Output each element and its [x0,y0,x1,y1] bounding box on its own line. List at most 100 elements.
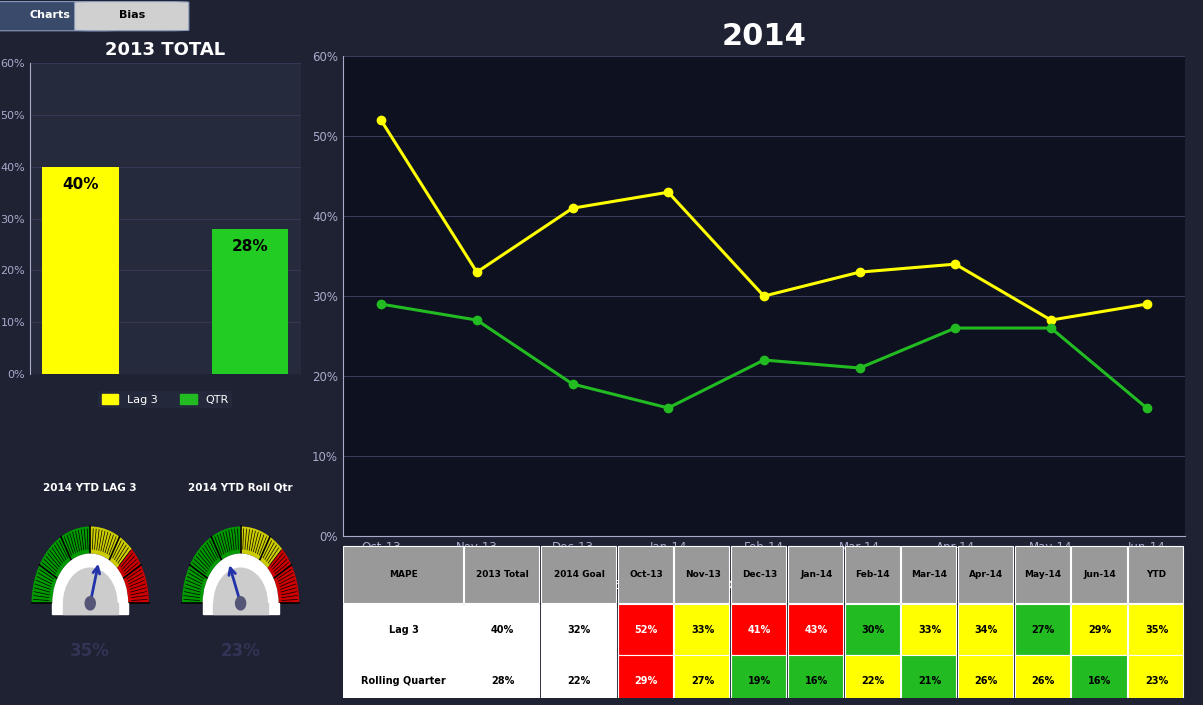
Text: Apr-14: Apr-14 [970,570,1003,579]
FancyBboxPatch shape [675,546,729,603]
Circle shape [236,596,245,610]
Wedge shape [52,553,129,603]
FancyBboxPatch shape [901,604,956,655]
Wedge shape [31,527,90,603]
Bar [63,603,118,614]
Text: 35%: 35% [1145,625,1168,634]
Wedge shape [63,568,118,603]
Text: 22%: 22% [568,675,591,685]
Wedge shape [213,568,268,603]
Text: 33%: 33% [691,625,715,634]
Text: 26%: 26% [1031,675,1055,685]
FancyBboxPatch shape [958,546,1013,603]
Text: 16%: 16% [805,675,828,685]
Text: 35%: 35% [70,642,111,660]
Text: Oct-13: Oct-13 [629,570,663,579]
Text: Nov-13: Nov-13 [685,570,721,579]
FancyBboxPatch shape [0,1,118,31]
FancyBboxPatch shape [731,655,786,705]
Bar [213,603,268,614]
Wedge shape [90,527,131,568]
Text: 34%: 34% [974,625,998,634]
Text: 23%: 23% [220,642,261,660]
FancyBboxPatch shape [788,604,843,655]
Text: 28%: 28% [232,239,268,255]
Text: Mar-14: Mar-14 [912,570,948,579]
Bar [52,603,129,614]
FancyBboxPatch shape [788,655,843,705]
Text: 30%: 30% [861,625,884,634]
FancyBboxPatch shape [1015,546,1069,603]
Text: 32%: 32% [568,625,591,634]
Text: 26%: 26% [974,675,998,685]
FancyBboxPatch shape [464,604,539,655]
Wedge shape [241,527,282,568]
Text: 52%: 52% [634,625,658,634]
Text: 16%: 16% [1089,675,1112,685]
Text: YTD: YTD [1146,570,1167,579]
FancyBboxPatch shape [343,604,463,655]
Text: MAPE: MAPE [390,570,417,579]
FancyBboxPatch shape [1072,655,1126,705]
FancyBboxPatch shape [845,604,900,655]
FancyBboxPatch shape [1128,604,1184,655]
Text: Bias: Bias [119,11,144,20]
Text: May-14: May-14 [1025,570,1062,579]
FancyBboxPatch shape [343,546,463,603]
Text: 33%: 33% [918,625,941,634]
Text: Jan-14: Jan-14 [800,570,832,579]
FancyBboxPatch shape [75,1,189,31]
Text: 28%: 28% [491,675,515,685]
FancyBboxPatch shape [541,655,616,705]
FancyBboxPatch shape [675,655,729,705]
FancyBboxPatch shape [1072,604,1126,655]
FancyBboxPatch shape [617,546,672,603]
FancyBboxPatch shape [845,655,900,705]
Text: Rolling Quarter: Rolling Quarter [361,675,446,685]
Wedge shape [267,549,300,603]
Text: 27%: 27% [1031,625,1055,634]
FancyBboxPatch shape [464,655,539,705]
Text: 41%: 41% [748,625,771,634]
FancyBboxPatch shape [958,604,1013,655]
Text: 27%: 27% [691,675,715,685]
FancyBboxPatch shape [343,655,463,705]
FancyBboxPatch shape [731,604,786,655]
Text: 29%: 29% [1089,625,1112,634]
FancyBboxPatch shape [1128,655,1184,705]
Text: Feb-14: Feb-14 [855,570,890,579]
Bar [42,167,119,374]
Wedge shape [182,527,241,603]
FancyBboxPatch shape [1128,546,1184,603]
Text: 21%: 21% [918,675,941,685]
FancyBboxPatch shape [617,655,672,705]
FancyBboxPatch shape [1015,655,1069,705]
Circle shape [85,596,95,610]
FancyBboxPatch shape [617,604,672,655]
Bar [212,229,289,374]
Wedge shape [117,549,149,603]
Bar [202,603,279,614]
Title: 2014 YTD Roll Qtr: 2014 YTD Roll Qtr [189,483,292,493]
Text: 2013 Total: 2013 Total [476,570,529,579]
FancyBboxPatch shape [845,546,900,603]
FancyBboxPatch shape [1072,546,1126,603]
FancyBboxPatch shape [731,546,786,603]
Text: 23%: 23% [1145,675,1168,685]
FancyBboxPatch shape [958,655,1013,705]
Text: 43%: 43% [805,625,828,634]
FancyBboxPatch shape [901,655,956,705]
FancyBboxPatch shape [788,546,843,603]
FancyBboxPatch shape [675,604,729,655]
Legend: LAG 3, Rolling Quarter: LAG 3, Rolling Quarter [545,574,781,596]
Legend: Lag 3, QTR: Lag 3, QTR [99,391,232,408]
Text: 40%: 40% [491,625,515,634]
Title: 2014 YTD LAG 3: 2014 YTD LAG 3 [43,483,137,493]
FancyBboxPatch shape [541,604,616,655]
Text: Dec-13: Dec-13 [742,570,777,579]
Wedge shape [202,553,279,603]
Text: 22%: 22% [861,675,884,685]
Text: Charts: Charts [30,11,70,20]
FancyBboxPatch shape [1015,604,1069,655]
FancyBboxPatch shape [541,546,616,603]
